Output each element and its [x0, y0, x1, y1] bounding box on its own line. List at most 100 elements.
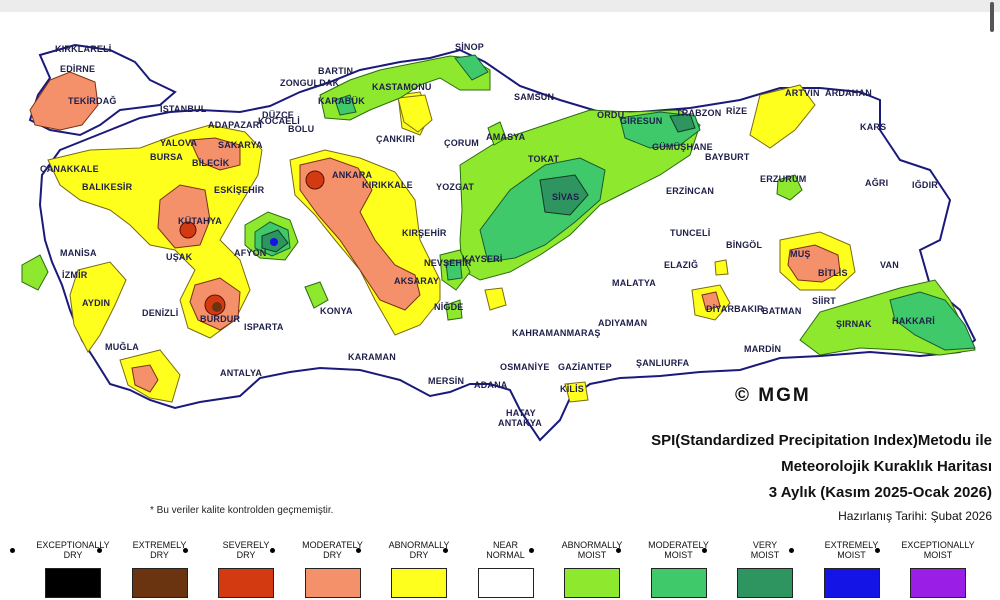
- city-label: KÜTAHYA: [178, 216, 222, 226]
- city-label: YALOVA: [160, 138, 198, 148]
- city-label: BİTLİS: [818, 268, 848, 278]
- legend-label: EXCEPTIONALLY MOIST: [901, 540, 975, 560]
- city-label: ELAZIĞ: [664, 259, 698, 270]
- legend-item: EXTREMELY DRY: [96, 540, 205, 598]
- legend-bullet: [442, 548, 448, 553]
- moist-zone-izmir: [21, 254, 49, 291]
- extremely-dry-zones: [212, 302, 222, 312]
- mod-dry-diyarbakir: [701, 291, 721, 311]
- dry-zone-artvin: [749, 84, 816, 149]
- legend-label: MODERATELY DRY: [302, 540, 363, 560]
- legend-swatch: [910, 568, 966, 598]
- legend-bullet: [356, 548, 361, 553]
- city-label: KIRŞEHİR: [402, 228, 447, 238]
- sev-dry-ankara: [305, 170, 325, 190]
- legend-bullet: [269, 548, 275, 553]
- mmoist-sinop: [454, 54, 489, 81]
- city-label: BURSA: [150, 152, 183, 162]
- city-label: NEVŞEHİR: [424, 258, 472, 268]
- city-label: ÇANKIRI: [376, 134, 415, 144]
- dry-zone-nigde: [484, 287, 507, 311]
- legend-item: ABNORMALLY DRY: [356, 540, 464, 598]
- city-label: TUNCELİ: [670, 228, 710, 238]
- city-label: IĞDIR: [912, 179, 938, 190]
- city-label: MARDİN: [744, 344, 781, 354]
- map-title-line2: Meteorolojik Kuraklık Haritası: [781, 458, 992, 475]
- city-label: SAKARYA: [218, 140, 263, 150]
- city-label: VAN: [880, 260, 899, 270]
- city-label: ANKARA: [332, 170, 372, 180]
- legend-bullet: [529, 548, 534, 553]
- city-label: BİLECİK: [192, 158, 230, 168]
- moist-zone-nigde: [445, 299, 463, 321]
- city-label: GİRESUN: [620, 116, 662, 126]
- city-label: SİNOP: [455, 42, 484, 52]
- mod-dry-ankara: [299, 157, 421, 311]
- vmoist-trabzon: [669, 113, 696, 133]
- city-label: KARABÜK: [318, 96, 365, 106]
- city-label: AKSARAY: [394, 276, 439, 286]
- city-label: AĞRI: [865, 177, 888, 188]
- city-label: ORDU: [597, 110, 624, 120]
- city-label: TEKİRDAĞ: [68, 95, 117, 106]
- city-label: DİYARBAKIR: [706, 304, 764, 314]
- legend-label: ABNORMALLY DRY: [388, 540, 450, 560]
- legend-label: NEAR NORMAL: [486, 540, 525, 560]
- city-label: İSTANBUL: [160, 104, 207, 114]
- quality-note: * Bu veriler kalite kontrolden geçmemişt…: [150, 505, 334, 516]
- city-label: ÇORUM: [444, 138, 479, 148]
- legend-item: VERY MOIST: [702, 540, 810, 598]
- city-label: ESKİŞEHİR: [214, 185, 265, 195]
- city-label: MUŞ: [790, 249, 811, 259]
- city-label: KOCAELİ: [258, 116, 300, 126]
- mmoist-karabuk: [334, 94, 357, 116]
- city-label: UŞAK: [166, 252, 193, 262]
- dry-zone-kastamonu: [397, 94, 433, 133]
- city-label: AYDIN: [82, 298, 110, 308]
- legend: EXCEPTIONALLY DRY EXTREMELY DRY SEVERELY D…: [0, 540, 1000, 600]
- city-label: ŞANLIURFA: [636, 358, 690, 368]
- city-label: ÇANAKKALE: [40, 164, 99, 174]
- city-label: SAMSUN: [514, 92, 554, 102]
- dry-zone-elazig: [714, 259, 729, 276]
- legend-swatch: [477, 568, 534, 598]
- moderately-dry-zones: [29, 71, 841, 393]
- city-label: GÜMÜŞHANE: [652, 142, 713, 152]
- legend-swatch: [218, 568, 274, 598]
- city-label: EDİRNE: [60, 64, 95, 74]
- mod-dry-bilecik: [189, 137, 241, 171]
- city-label: BİNGÖL: [726, 240, 763, 250]
- city-label: AFYON: [234, 248, 267, 258]
- city-label: MUĞLA: [105, 341, 139, 352]
- city-label: DÜZCE: [262, 110, 294, 120]
- sev-dry-kutahya: [179, 221, 197, 239]
- city-label: ISPARTA: [244, 322, 284, 332]
- legend-bullet: [10, 548, 15, 553]
- city-label: BARTIN: [318, 66, 353, 76]
- city-label: ŞIRNAK: [836, 319, 872, 329]
- city-label: DENİZLİ: [142, 308, 178, 318]
- legend-swatch: [564, 568, 620, 598]
- city-label: HAKKARİ: [892, 316, 935, 326]
- drought-map: KIRKLARELİ EDİRNE TEKİRDAĞ İSTANBUL KOCA…: [21, 42, 977, 442]
- moist-zone-kastamonu: [319, 55, 491, 121]
- map-title-line1: SPI(Standardized Precipitation Index)Met…: [651, 432, 992, 449]
- mmoist-hakkari: [889, 291, 976, 351]
- moist-zone-erzurum: [776, 174, 803, 201]
- scrollbar-thumb[interactable]: [990, 2, 994, 32]
- top-bar: [0, 0, 1000, 12]
- legend-swatch: [391, 568, 447, 598]
- legend-swatch: [131, 568, 188, 598]
- city-label: BATMAN: [762, 306, 802, 316]
- city-label: MANİSA: [60, 248, 97, 258]
- city-label: ADAPAZARI: [208, 120, 262, 130]
- city-label: KIRKLARELİ: [55, 44, 112, 54]
- legend-label: EXTREMELY MOIST: [824, 540, 879, 560]
- legend-item: ABNORMALLY MOIST: [529, 540, 637, 598]
- city-label: ANTALYA: [220, 368, 262, 378]
- city-label: SİİRT: [812, 296, 836, 306]
- city-label: NİĞDE: [434, 301, 464, 312]
- mgm-logo: © MGM: [735, 385, 811, 406]
- legend-item: MODERATELY DRY: [269, 540, 378, 598]
- mmoist-nevsehir: [445, 259, 463, 281]
